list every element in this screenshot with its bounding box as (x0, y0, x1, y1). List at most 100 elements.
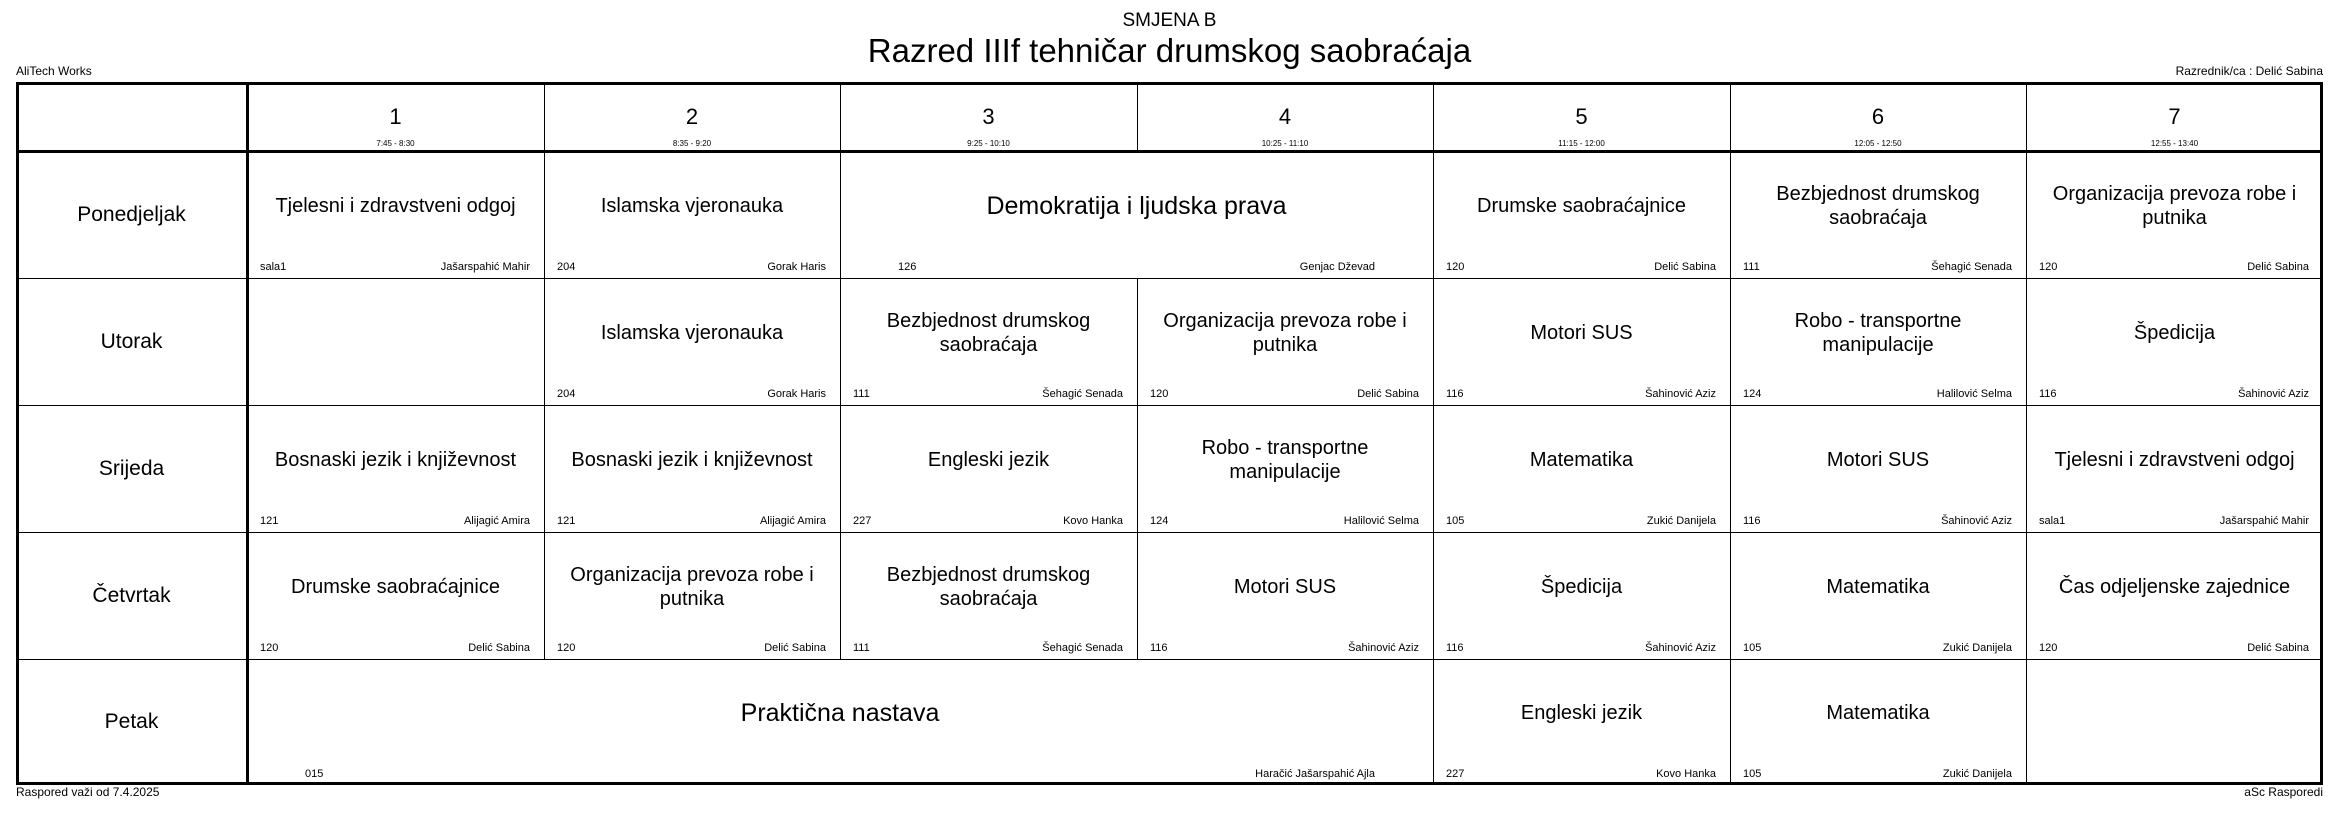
lesson-subject: Engleski jezik (927, 448, 1050, 471)
lesson-teacher: Zukić Danijela (1646, 515, 1716, 527)
period-number: 6 (1871, 104, 1885, 129)
school-name: AliTech Works (16, 64, 92, 78)
lesson-teacher: Šahinović Aziz (1941, 515, 2012, 527)
lesson-cell[interactable]: Engleski jezik 227 Kovo Hanka (840, 405, 1137, 532)
lesson-cell[interactable]: Bosnaski jezik i književnost 121 Alijagić … (247, 405, 544, 532)
lesson-room: 111 (853, 388, 870, 400)
lesson-teacher: Šahinović Aziz (1645, 642, 1716, 654)
table-border-top (16, 82, 2323, 85)
period-number: 4 (1278, 104, 1292, 129)
lesson-cell[interactable]: Bezbjednost drumskog saobraćaja 111 Šehagi… (1730, 151, 2026, 278)
period-time: 11:15 - 12:00 (1558, 139, 1605, 148)
cell-divider (544, 278, 545, 405)
lesson-cell[interactable]: Organizacija prevoza robe i putnika 120 De… (2026, 151, 2323, 278)
lesson-cell[interactable]: Drumske saobraćajnice 120 Delić Sabina (1433, 151, 1730, 278)
lesson-cell[interactable]: Engleski jezik 227 Kovo Hanka (1433, 659, 1730, 785)
lesson-room: sala1 (2039, 515, 2066, 527)
lesson-subject: Islamska vjeronauka (600, 194, 784, 217)
period-number: 1 (389, 104, 402, 129)
lesson-subject: Bosnaski jezik i književnost (571, 448, 813, 471)
lesson-cell[interactable]: Motori SUS 116 Šahinović Aziz (1137, 532, 1433, 659)
cell-divider (1730, 278, 1731, 405)
class-teacher: Razrednik/ca : Delić Sabina (2175, 64, 2323, 78)
header-divider (1137, 82, 1138, 151)
period-time: 12:55 - 13:40 (2150, 139, 2199, 148)
lesson-subject: Matematika (1529, 448, 1634, 471)
lesson-subject: Tjelesni i zdravstveni odgoj (275, 194, 516, 217)
lesson-teacher: Delić Sabina (1357, 388, 1419, 400)
cell-divider (544, 532, 545, 659)
lesson-subject: Demokratija i ljudska prava (986, 191, 1287, 220)
lesson-teacher: Zukić Danijela (1942, 768, 2012, 780)
period-number: 5 (1575, 104, 1588, 129)
lesson-room: 124 (1743, 388, 1762, 400)
cell-divider (544, 151, 545, 278)
lesson-room: 204 (557, 388, 576, 400)
cell-divider (840, 278, 841, 405)
lesson-cell[interactable]: Bosnaski jezik i književnost 121 Alijagić … (544, 405, 840, 532)
lesson-subject: Robo - transportne manipulacije (1794, 309, 1962, 356)
lesson-room: 227 (1446, 768, 1465, 780)
lesson-cell[interactable]: Islamska vjeronauka 204 Gorak Haris (544, 278, 840, 405)
cell-divider (1730, 151, 1731, 278)
cell-divider (2026, 405, 2027, 532)
cell-divider (1433, 659, 1434, 785)
lesson-cell[interactable]: Matematika 105 Zukić Danijela (1730, 659, 2026, 785)
lesson-room: 111 (1743, 261, 1760, 273)
lesson-cell[interactable]: Bezbjednost drumskog saobraćaja 111 Šehagi… (840, 532, 1137, 659)
lesson-subject: Motori SUS (1530, 321, 1633, 344)
lesson-teacher: Halilović Selma (1343, 515, 1419, 527)
lesson-cell[interactable]: Tjelesni i zdravstveni odgoj sala1 Jašarsp… (247, 151, 544, 278)
lesson-room: 120 (557, 642, 576, 654)
lesson-teacher: Jašarspahić Mahir (2219, 515, 2309, 527)
lesson-cell[interactable]: Matematika 105 Zukić Danijela (1433, 405, 1730, 532)
lesson-cell[interactable]: Praktična nastava 015 Haračić Jašarspahić … (247, 659, 1433, 785)
cell-divider (1433, 405, 1434, 532)
header-divider (1433, 82, 1434, 151)
day-label: Srijeda (98, 456, 165, 480)
lesson-cell[interactable]: Robo - transportne manipulacije 124 Halilo… (1137, 405, 1433, 532)
lesson-cell[interactable]: Špedicija 116 Šahinović Aziz (2026, 278, 2323, 405)
lesson-cell[interactable]: Organizacija prevoza robe i putnika 120 De… (544, 532, 840, 659)
period-header: 3 9:25 - 10:10 (840, 82, 1137, 151)
lesson-cell[interactable]: Demokratija i ljudska prava 126 Genjac Dže… (840, 151, 1433, 278)
lesson-subject: Praktična nastava (740, 699, 940, 727)
lesson-teacher: Šehagić Senada (1042, 388, 1123, 400)
lesson-room: 124 (1150, 515, 1169, 527)
lesson-cell[interactable]: Čas odjeljenske zajednice 120 Delić Sabina (2026, 532, 2323, 659)
day-label: Utorak (100, 329, 163, 353)
cell-divider (544, 405, 545, 532)
cell-divider (840, 151, 841, 278)
empty-lesson-cell (247, 278, 544, 405)
lesson-subject: Organizacija prevoza robe i putnika (1163, 309, 1407, 356)
empty-lesson-cell (2026, 659, 2323, 785)
cell-divider (2026, 532, 2027, 659)
lesson-subject: Bosnaski jezik i književnost (274, 448, 517, 471)
valid-from-note: Raspored važi od 7.4.2025 (16, 785, 160, 799)
period-number: 2 (685, 104, 699, 129)
lesson-cell[interactable]: Špedicija 116 Šahinović Aziz (1433, 532, 1730, 659)
lesson-cell[interactable]: Bezbjednost drumskog saobraćaja 111 Šehagi… (840, 278, 1137, 405)
lesson-teacher: Zukić Danijela (1942, 642, 2012, 654)
lesson-subject: Matematika (1826, 702, 1930, 724)
lesson-cell[interactable]: Islamska vjeronauka 204 Gorak Haris (544, 151, 840, 278)
day-column-line (246, 82, 249, 785)
lesson-cell[interactable]: Drumske saobraćajnice 120 Delić Sabina (247, 532, 544, 659)
lesson-cell[interactable]: Tjelesni i zdravstveni odgoj sala1 Jašarsp… (2026, 405, 2323, 532)
row-divider (16, 405, 2323, 406)
lesson-teacher: Šehagić Senada (1931, 261, 2012, 273)
lesson-cell[interactable]: Matematika 105 Zukić Danijela (1730, 532, 2026, 659)
lesson-cell[interactable]: Motori SUS 116 Šahinović Aziz (1730, 405, 2026, 532)
lesson-cell[interactable]: Organizacija prevoza robe i putnika 120 De… (1137, 278, 1433, 405)
lesson-room: 116 (2039, 388, 2057, 400)
lesson-subject: Motori SUS (1826, 448, 1930, 471)
lesson-teacher: Šahinović Aziz (2238, 388, 2309, 400)
row-divider (16, 278, 2323, 279)
lesson-cell[interactable]: Robo - transportne manipulacije 124 Halilo… (1730, 278, 2026, 405)
cell-divider (1137, 278, 1138, 405)
lesson-subject: Špedicija (2133, 321, 2216, 344)
cell-divider (1433, 532, 1434, 659)
cell-divider (1137, 405, 1138, 532)
lesson-cell[interactable]: Motori SUS 116 Šahinović Aziz (1433, 278, 1730, 405)
cell-divider (1730, 532, 1731, 659)
